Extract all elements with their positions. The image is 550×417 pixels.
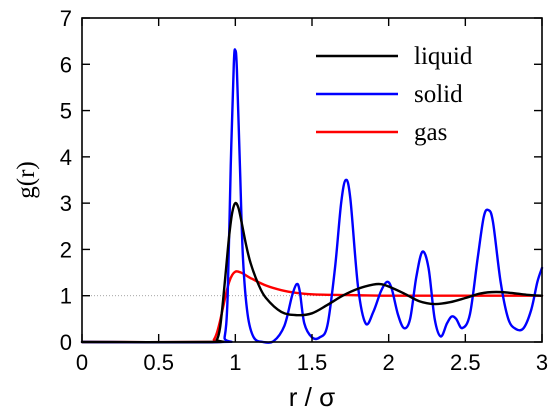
y-tick-label: 2 <box>60 237 72 262</box>
x-tick-label: 1.5 <box>297 350 328 375</box>
legend-label-liquid: liquid <box>414 43 473 70</box>
y-axis-label: g(r) <box>13 161 40 198</box>
x-tick-label: 3 <box>536 350 548 375</box>
axis-ticks: 0 0.5 1 1.5 2 2.5 3 0 1 2 3 4 5 6 7 <box>60 6 548 375</box>
x-axis-label: r / σ <box>289 382 335 412</box>
series-line-gas <box>80 270 544 344</box>
legend: liquid solid gas <box>316 43 473 146</box>
y-tick-label: 1 <box>60 284 72 309</box>
x-tick-label: 0.5 <box>143 350 174 375</box>
y-tick-label: 5 <box>60 99 72 124</box>
x-tick-label: 1 <box>229 350 241 375</box>
x-tick-label: 2.5 <box>450 350 481 375</box>
legend-label-gas: gas <box>414 119 447 146</box>
y-tick-label: 3 <box>60 191 72 216</box>
y-tick-label: 6 <box>60 52 72 77</box>
plot-area <box>80 48 544 344</box>
y-tick-label: 0 <box>60 330 72 355</box>
x-tick-label: 0 <box>76 350 88 375</box>
series-line-liquid <box>80 201 544 344</box>
y-tick-label: 4 <box>60 145 72 170</box>
y-tick-label: 7 <box>60 6 72 31</box>
x-tick-label: 2 <box>383 350 395 375</box>
series-line-solid <box>80 48 544 344</box>
legend-label-solid: solid <box>414 81 463 108</box>
